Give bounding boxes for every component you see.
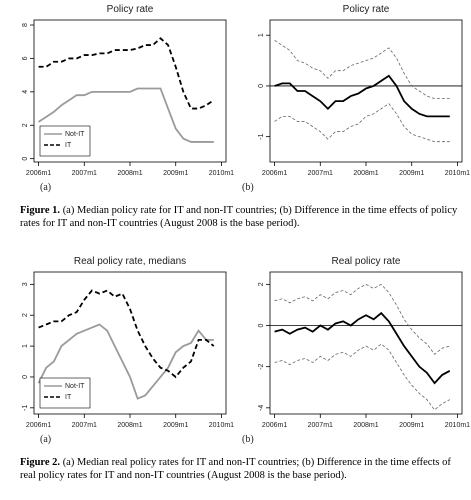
panel-label: (b): [242, 182, 254, 193]
x-tick-label: 2008m1: [117, 422, 142, 429]
series-line: [274, 311, 451, 385]
y-tick-label: 0: [258, 323, 265, 327]
legend-label: Not-IT: [65, 131, 85, 138]
plot-frame: [269, 271, 463, 415]
y-tick-label: -1: [258, 133, 265, 139]
y-tick-label: 0: [22, 375, 29, 379]
panel-label: (a): [40, 434, 51, 445]
chart: Real policy rate, medians -1 0 1 2 3 2006m1 200…: [22, 256, 234, 445]
x-tick-label: 2010m1: [445, 170, 470, 177]
x-tick-label: 2006m1: [26, 170, 51, 177]
chart-title: Real policy rate: [332, 256, 401, 267]
x-tick-label: 2009m1: [399, 170, 424, 177]
x-tick-label: 2007m1: [308, 422, 333, 429]
legend-label: IT: [65, 394, 72, 401]
panel-label: (b): [242, 434, 254, 445]
x-tick-label: 2006m1: [262, 422, 287, 429]
y-tick-label: 6: [22, 56, 29, 60]
series-line: [38, 289, 215, 379]
x-tick-label: 2007m1: [72, 422, 97, 429]
y-tick-label: 1: [258, 33, 265, 37]
x-tick-label: 2010m1: [209, 422, 234, 429]
x-tick-label: 2008m1: [353, 422, 378, 429]
caption-label: Figure 2.: [20, 457, 61, 468]
y-tick-label: -2: [258, 363, 265, 369]
chart-title: Real policy rate, medians: [74, 256, 186, 267]
caption: Figure 2. (a) Median real policy rates f…: [20, 456, 460, 482]
series-line: [274, 343, 450, 411]
y-tick-label: 3: [22, 282, 29, 286]
y-tick-label: 4: [22, 90, 29, 94]
x-tick-label: 2009m1: [399, 422, 424, 429]
chart-title: Policy rate: [343, 4, 390, 15]
legend-box: [39, 377, 91, 409]
legend-box: [39, 125, 91, 157]
series-line: [38, 87, 214, 143]
x-tick-label: 2007m1: [72, 170, 97, 177]
series-line: [274, 283, 450, 355]
legend: Not-IT IT: [39, 377, 91, 409]
series-line: [37, 323, 214, 400]
y-tick-label: 2: [22, 123, 29, 127]
x-tick-label: 2007m1: [308, 170, 333, 177]
panel-label: (a): [40, 182, 51, 193]
chart: Policy rate 0 2 4 6 8 2006m1 2007m1 2008m1 2009m1…: [22, 4, 234, 193]
caption-text: (a) Median real policy rates for IT and …: [20, 457, 451, 481]
x-tick-label: 2010m1: [445, 422, 470, 429]
y-tick-label: -1: [22, 405, 29, 411]
series-line: [38, 37, 215, 110]
legend: Not-IT IT: [39, 125, 91, 157]
y-tick-label: 1: [22, 344, 29, 348]
y-tick-label: 0: [258, 84, 265, 88]
x-tick-label: 2009m1: [163, 170, 188, 177]
legend-label: IT: [65, 142, 72, 149]
x-tick-label: 2009m1: [163, 422, 188, 429]
x-tick-label: 2006m1: [26, 422, 51, 429]
y-tick-label: 2: [258, 282, 265, 286]
x-tick-label: 2008m1: [353, 170, 378, 177]
series-line: [274, 103, 450, 143]
chart-title: Policy rate: [107, 4, 154, 15]
legend-label: Not-IT: [65, 383, 85, 390]
y-tick-label: -4: [258, 405, 265, 411]
caption: Figure 1. (a) Median policy rate for IT …: [20, 204, 460, 230]
y-tick-label: 2: [22, 313, 29, 317]
y-tick-label: 0: [22, 157, 29, 161]
chart: Policy rate -1 0 1 2006m1 2007m1 2008m1 2009m1 2…: [242, 4, 470, 193]
caption-text: (a) Median policy rate for IT and non-IT…: [20, 205, 458, 229]
x-tick-label: 2008m1: [117, 170, 142, 177]
chart: Real policy rate -4 -2 0 2 2006m1 2007m1 2008m1…: [242, 256, 470, 445]
x-tick-label: 2010m1: [209, 170, 234, 177]
series-line: [274, 74, 450, 118]
y-tick-label: 8: [22, 23, 29, 27]
x-tick-label: 2006m1: [262, 170, 287, 177]
series-line: [274, 39, 450, 100]
caption-label: Figure 1.: [20, 205, 61, 216]
